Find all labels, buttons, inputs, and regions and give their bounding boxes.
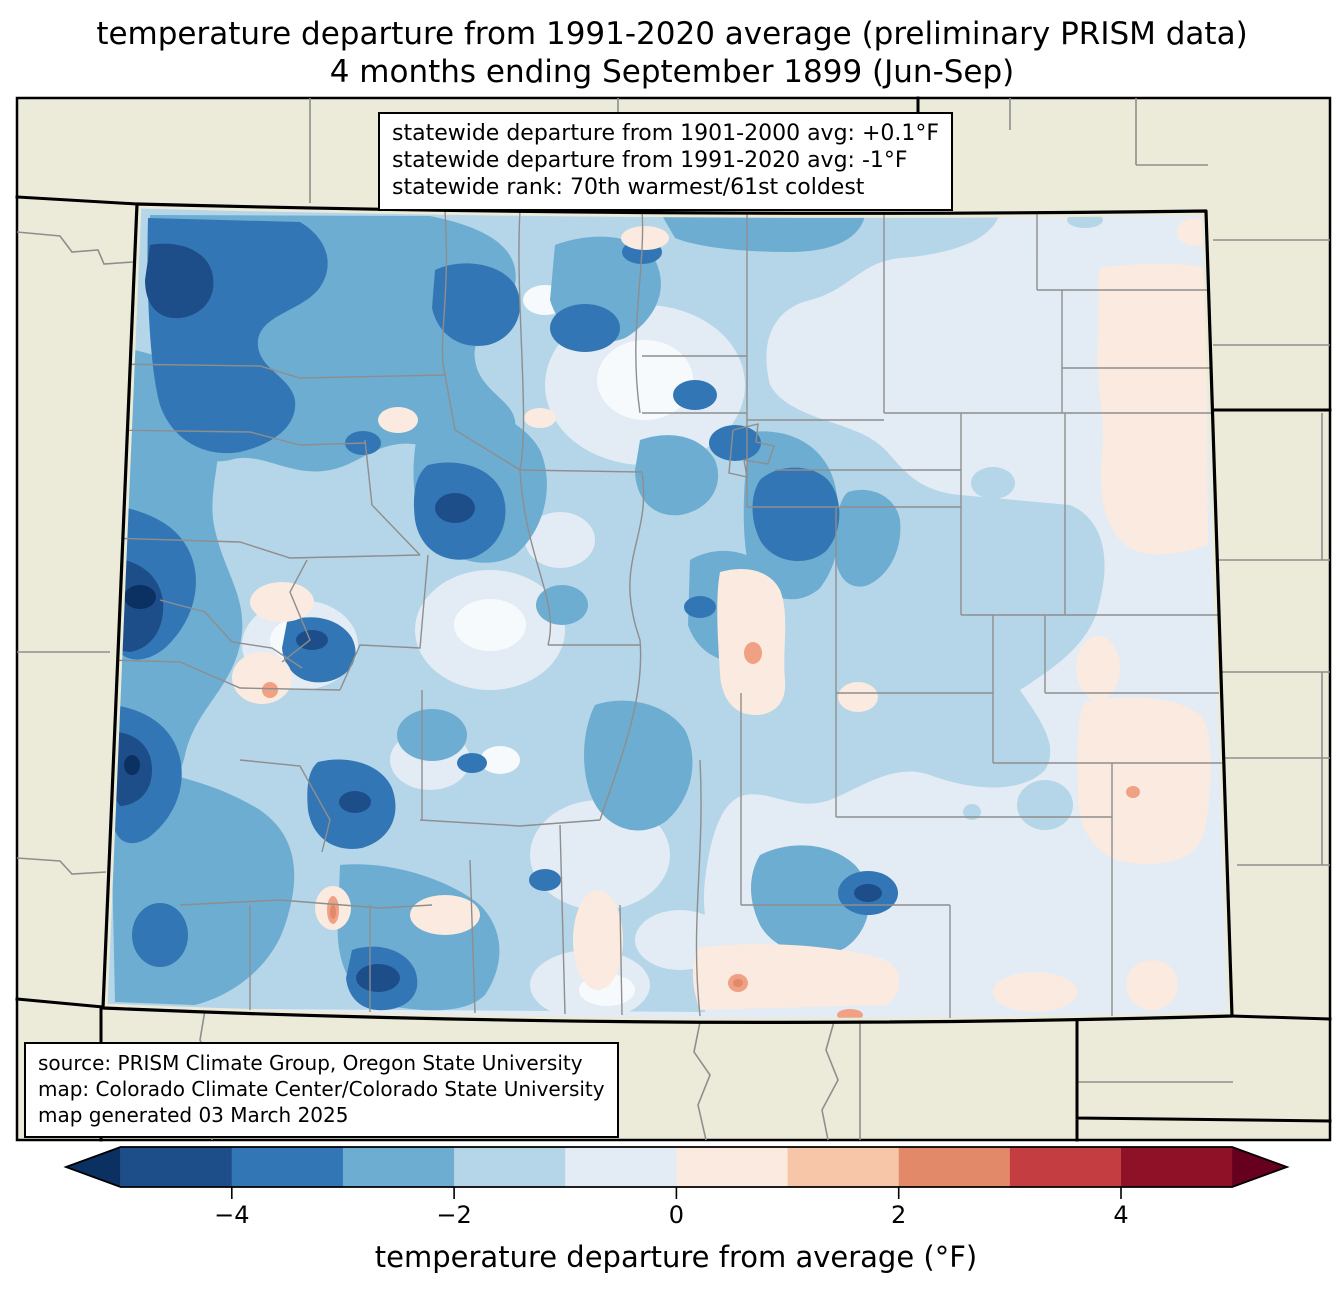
- colorbar: [63, 1146, 1290, 1199]
- colorado-county-lines: [104, 208, 1222, 1018]
- colorbar-axis-label: temperature departure from average (°F): [374, 1240, 978, 1274]
- colorado-state-border: [101, 202, 1234, 1024]
- stats-line-1991-2020: statewide departure from 1991-2020 avg: …: [392, 148, 908, 173]
- colorbar-segments: [120, 1147, 1233, 1187]
- colorbar-tick-minus4: −4: [214, 1201, 250, 1229]
- map-credit-line: map: Colorado Climate Center/Colorado St…: [38, 1077, 605, 1101]
- stats-line-1901-2000: statewide departure from 1901-2000 avg: …: [392, 121, 940, 146]
- colorbar-segment: [231, 1147, 344, 1187]
- generated-date-line: map generated 03 March 2025: [38, 1103, 349, 1127]
- colorbar-tick-plus2: 2: [891, 1201, 907, 1229]
- source-line: source: PRISM Climate Group, Oregon Stat…: [38, 1051, 583, 1075]
- colorbar-segment: [342, 1147, 455, 1187]
- colorbar-segment: [898, 1147, 1011, 1187]
- colorbar-ticks: [231, 1187, 1122, 1199]
- colorbar-segment: [676, 1147, 789, 1187]
- colorbar-over-arrow: [1232, 1147, 1287, 1187]
- fill-level-under: [124, 585, 156, 775]
- temperature-anomaly-fill: [103, 204, 1232, 1023]
- colorbar-tick-minus2: −2: [436, 1201, 472, 1229]
- figure-title-line2: 4 months ending September 1899 (Jun-Sep): [329, 54, 1015, 90]
- colorbar-under-arrow: [66, 1147, 121, 1187]
- stats-line-rank: statewide rank: 70th warmest/61st coldes…: [392, 175, 865, 200]
- figure-title-line1: temperature departure from 1991-2020 ave…: [96, 16, 1248, 52]
- fill-warm-spot-cores: [330, 905, 743, 987]
- colorbar-segment: [1009, 1147, 1122, 1187]
- source-box: source: PRISM Climate Group, Oregon Stat…: [24, 1042, 619, 1138]
- fill-level-plus1: [232, 218, 1213, 1012]
- colorbar-segment: [454, 1147, 566, 1187]
- colorbar-segment: [787, 1147, 900, 1187]
- colorbar-segment: [565, 1147, 677, 1187]
- colorbar-segment: [1121, 1147, 1233, 1187]
- stats-box: statewide departure from 1901-2000 avg: …: [378, 112, 954, 211]
- colorbar-tick-zero: 0: [668, 1201, 685, 1229]
- colorbar-outline: [63, 1146, 1290, 1188]
- colorbar-tick-plus4: 4: [1113, 1201, 1129, 1229]
- colorbar-segment: [120, 1147, 233, 1187]
